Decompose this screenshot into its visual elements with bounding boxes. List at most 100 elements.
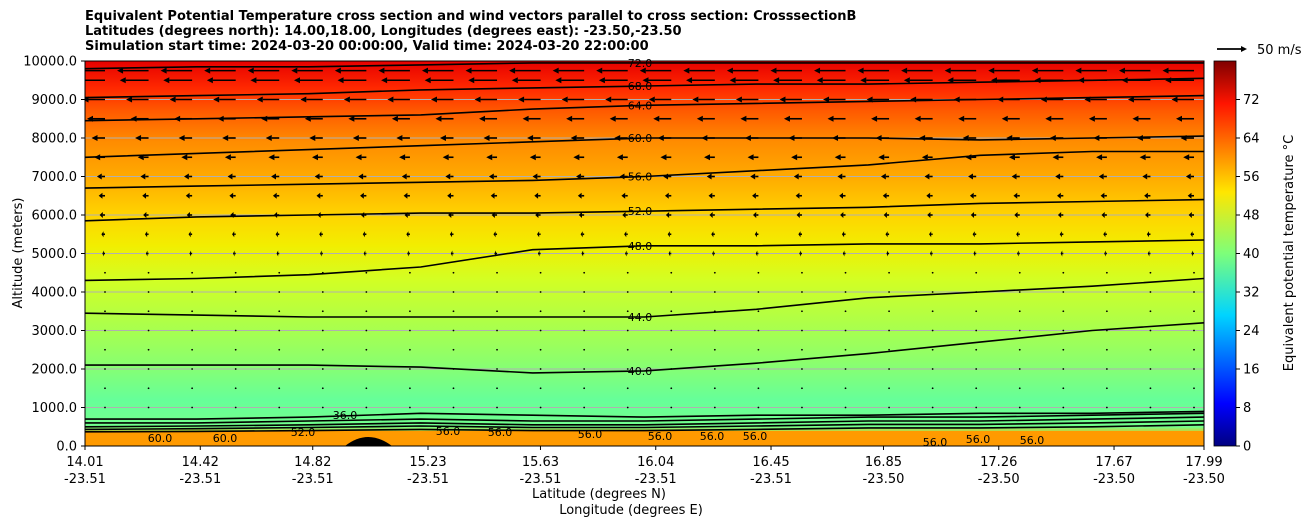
wind-vector-head	[686, 77, 693, 84]
wind-vector-head	[625, 250, 627, 257]
x-tick-label-lon: -23.51	[407, 472, 449, 487]
wind-vector-head	[222, 135, 229, 141]
contour-label: 56.0	[648, 430, 673, 443]
wind-vector	[104, 368, 106, 370]
wind-vector	[496, 406, 498, 409]
wind-vector-head	[316, 192, 321, 199]
wind-vector	[539, 271, 542, 274]
wind-vector-head	[99, 212, 103, 218]
colorbar-tick-label: 8	[1243, 401, 1251, 416]
wind-vector-head	[901, 67, 908, 74]
wind-vector	[1193, 291, 1195, 293]
wind-vector	[278, 406, 281, 409]
wind-vector-head	[163, 77, 170, 84]
wind-vector-head	[468, 77, 475, 84]
wind-vector	[583, 348, 586, 351]
wind-vector	[321, 387, 324, 390]
wind-vector-head	[1132, 115, 1139, 122]
contour-label: 60.0	[213, 432, 238, 445]
wind-vector-head	[271, 173, 276, 180]
wind-vector-head	[317, 212, 321, 218]
wind-vector-head	[483, 135, 490, 141]
wind-vector	[1018, 406, 1021, 409]
wind-vector	[670, 329, 673, 332]
wind-vector-head	[1104, 250, 1106, 257]
contour-label: 56.0	[1020, 434, 1045, 447]
wind-vector-head	[1075, 67, 1082, 74]
wind-vector-head	[1017, 250, 1019, 257]
wind-vector-head	[744, 135, 751, 141]
wind-vector-head	[561, 96, 568, 103]
wind-vector	[1149, 310, 1152, 313]
wind-vector	[365, 271, 368, 274]
wind-vector-head	[566, 115, 573, 122]
wind-vector-head	[532, 173, 538, 180]
wind-vector	[1018, 271, 1021, 274]
wind-vector-head	[101, 231, 104, 238]
wind-vector-head	[1016, 231, 1019, 238]
wind-vector-head	[126, 96, 133, 103]
contour-label: 56.0	[578, 428, 603, 441]
wind-vector	[409, 348, 411, 351]
wind-vector-head	[1040, 96, 1047, 103]
wind-vector-head	[773, 77, 780, 84]
wind-vector	[1193, 368, 1195, 370]
wind-vector-head	[755, 250, 758, 257]
wind-vector	[452, 310, 455, 313]
y-axis-label: Altitude (meters)	[11, 198, 26, 309]
wind-vector-head	[186, 212, 190, 218]
wind-vector	[1193, 406, 1195, 409]
wind-vector	[496, 291, 498, 293]
wind-vector	[452, 368, 455, 370]
wind-vector-head	[169, 96, 176, 103]
wind-vector	[191, 310, 194, 313]
wind-vector	[409, 291, 411, 293]
title-line-2: Latitudes (degrees north): 14.00,18.00, …	[85, 24, 682, 39]
wind-vector	[626, 271, 629, 274]
wind-vector-head	[261, 115, 268, 122]
wind-vector	[234, 329, 237, 332]
wind-vector-head	[903, 77, 910, 84]
wind-vector-head	[857, 67, 864, 74]
wind-vector	[1149, 348, 1152, 351]
wind-vector-head	[914, 115, 921, 122]
x-axis: 14.01 -23.51 14.42 -23.51 14.82 -23.51 15.23 -2…	[64, 446, 1225, 487]
wind-vector-head	[247, 67, 254, 74]
wind-vector-head	[570, 135, 577, 141]
wind-vector	[757, 310, 760, 313]
wind-vector	[670, 271, 673, 274]
wind-vector	[888, 406, 890, 409]
wind-vector-head	[929, 250, 932, 257]
wind-vector-head	[1098, 173, 1104, 180]
wind-vector-head	[98, 192, 103, 199]
wind-vector	[583, 291, 586, 293]
wind-vector-head	[273, 212, 278, 218]
wind-vector	[757, 348, 760, 351]
wind-vector-head	[1145, 212, 1149, 218]
contour-label: 40.0	[628, 365, 653, 378]
wind-vector-head	[692, 96, 699, 103]
wind-vector	[1149, 291, 1152, 293]
wind-vector	[844, 271, 847, 274]
wind-vector-head	[1001, 115, 1008, 122]
wind-vector-head	[990, 77, 997, 84]
wind-vector-head	[701, 135, 708, 141]
wind-vector-head	[1118, 67, 1125, 74]
x-tick-label-lat: 17.67	[1095, 455, 1132, 470]
wind-vector	[496, 329, 498, 332]
wind-vector	[409, 329, 411, 332]
wind-vector-head	[430, 96, 437, 103]
wind-vector-head	[740, 115, 747, 122]
wind-vector	[496, 310, 498, 313]
wind-vector-head	[1147, 250, 1150, 257]
wind-vector	[1062, 348, 1065, 351]
wind-vector-head	[1088, 115, 1095, 122]
wind-vector-head	[823, 96, 830, 103]
wind-vector	[147, 329, 150, 332]
y-tick-label: 9000.0	[32, 93, 78, 108]
wind-vector	[931, 310, 934, 313]
contour-line	[85, 412, 1204, 424]
wind-vector	[975, 310, 978, 313]
wind-vector	[1018, 348, 1021, 351]
